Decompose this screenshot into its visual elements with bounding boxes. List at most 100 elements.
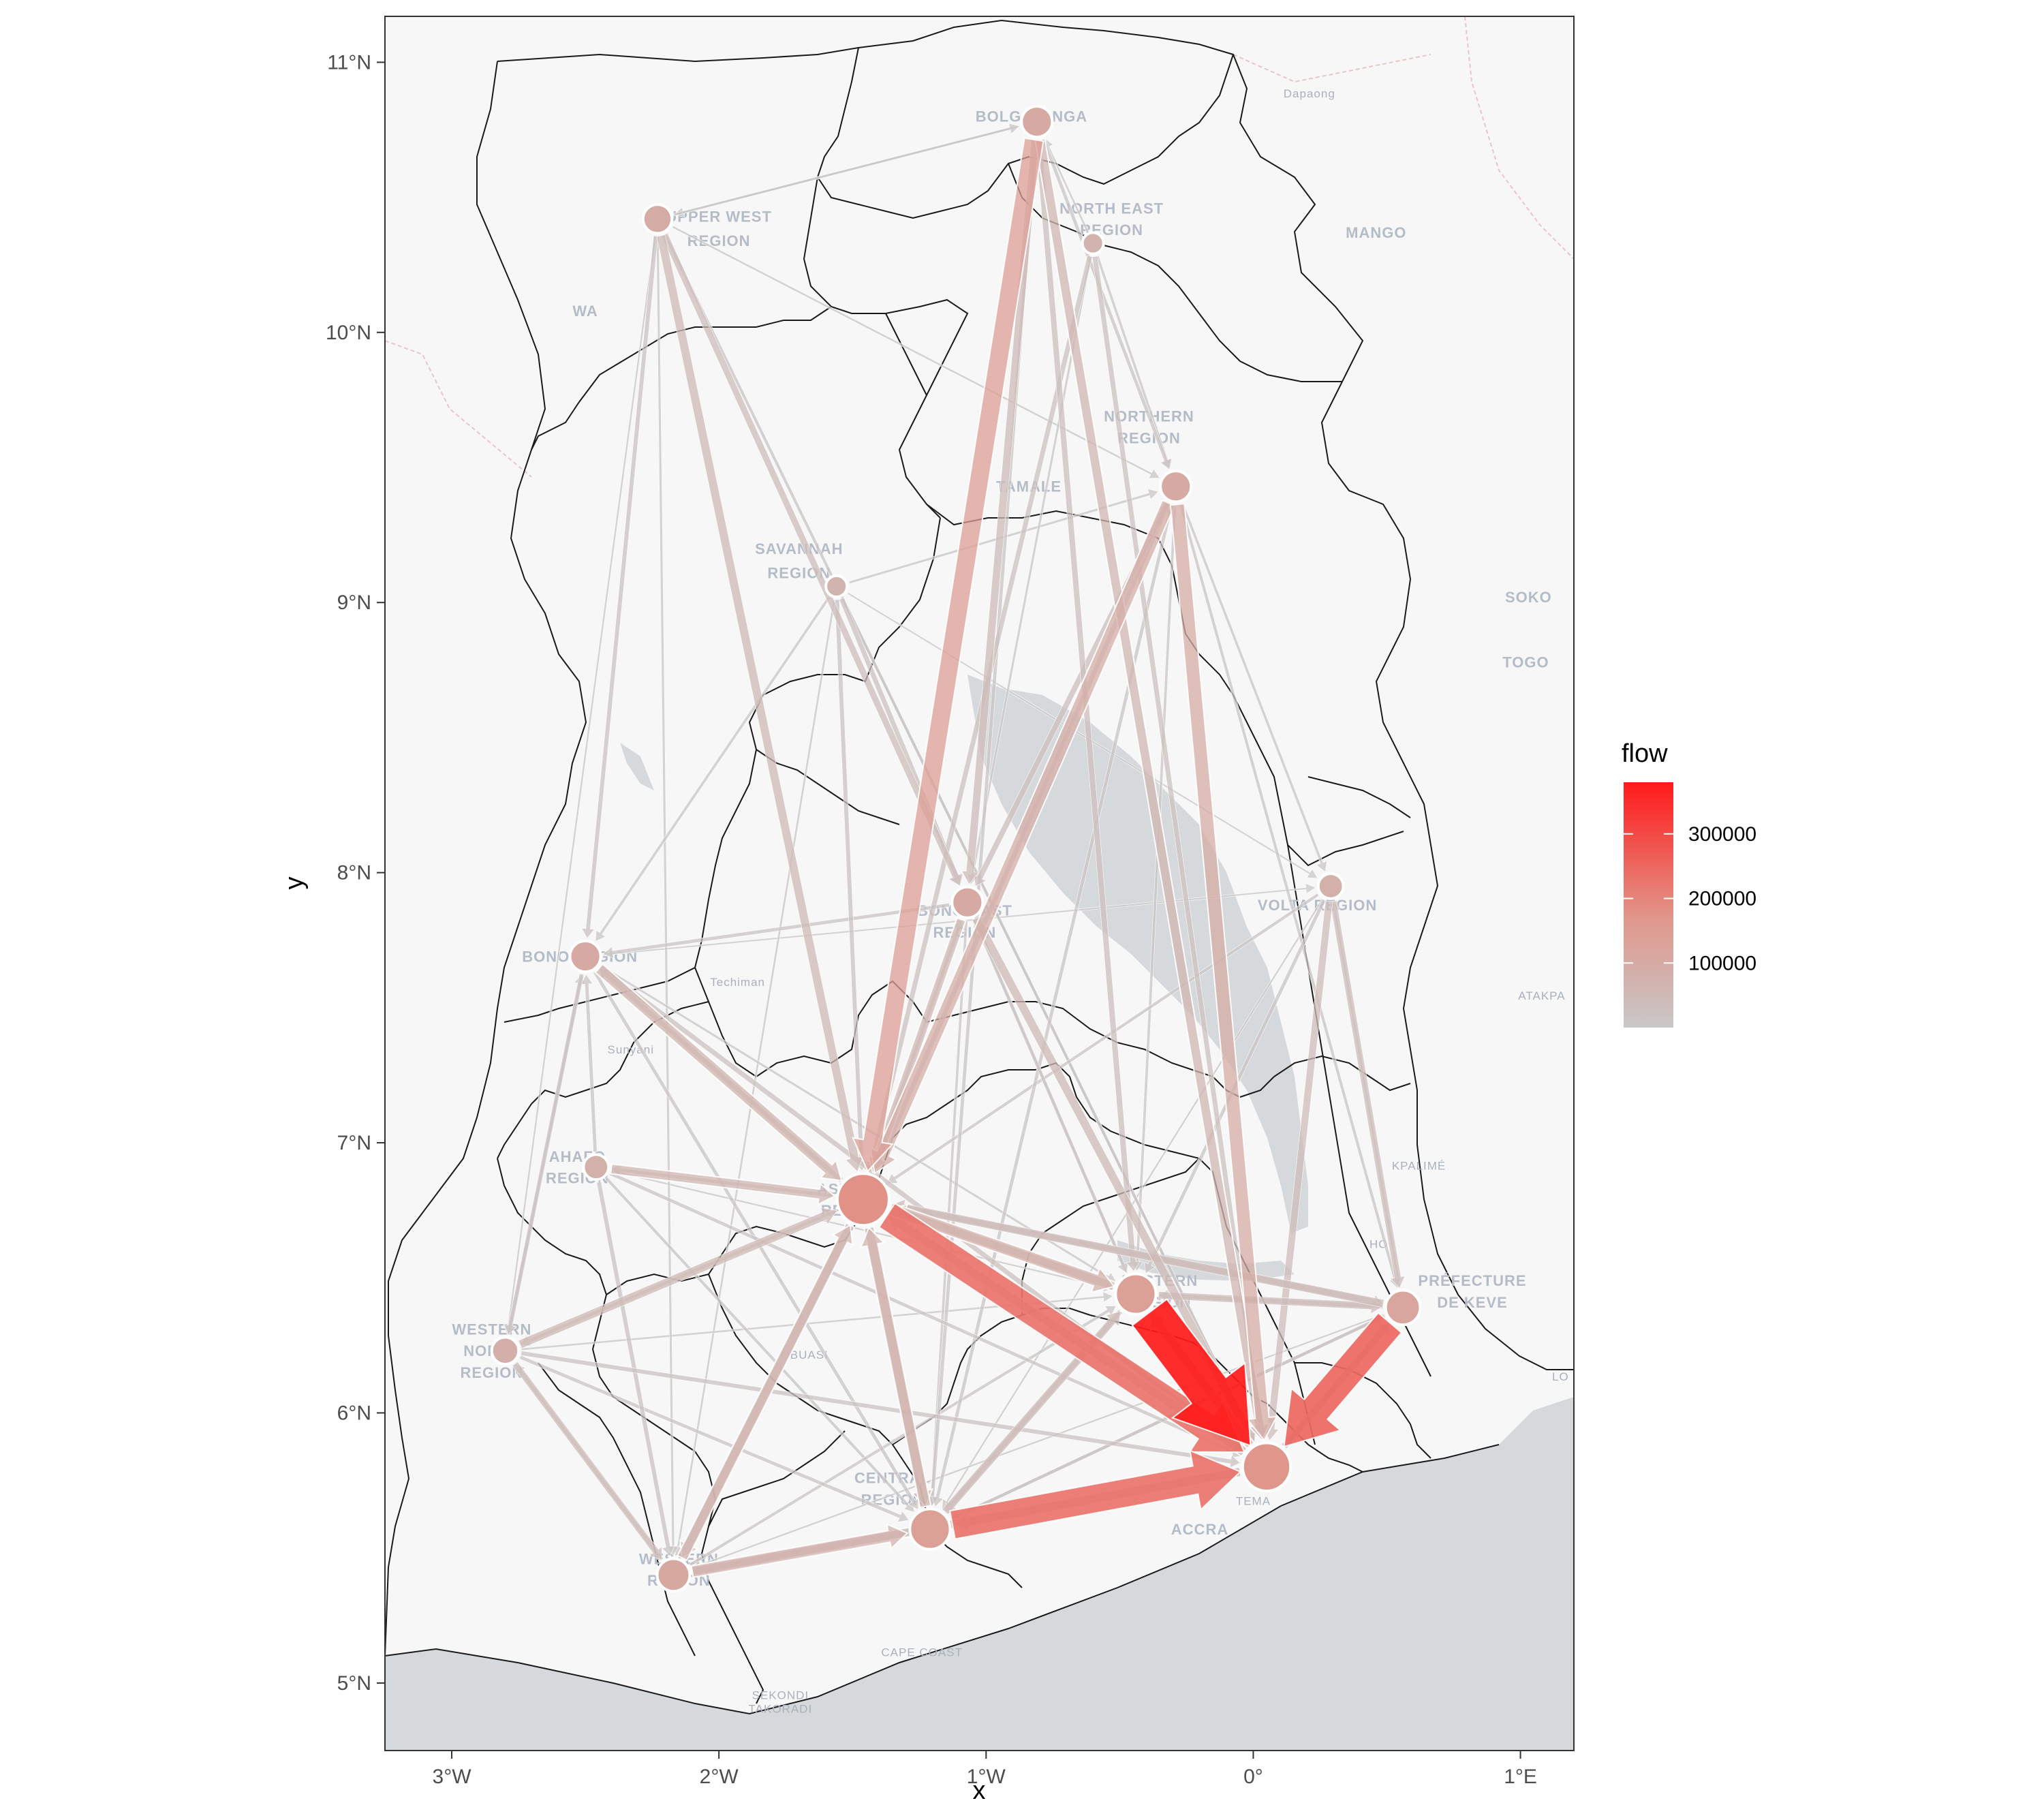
y-axis-title: y: [280, 877, 309, 890]
region-node: [1114, 1272, 1158, 1316]
basemap-place-label: PRÉFECTURE: [1418, 1272, 1526, 1289]
legend-ticks: 100000 200000 300000: [1624, 823, 1756, 974]
basemap-place-label: REGION: [687, 232, 751, 249]
flow-arrow: [594, 963, 843, 1182]
flow-arrow: [961, 139, 1040, 885]
basemap-place-label: KPALIMÉ: [1392, 1160, 1446, 1173]
legend-tick-label: 200000: [1688, 888, 1756, 910]
basemap-place-label: REGION: [1117, 429, 1181, 446]
flow-arrow: [521, 1351, 1241, 1468]
basemap-place-label: TEMA: [1236, 1494, 1271, 1507]
region-node: [568, 939, 602, 974]
flow-arrow: [595, 596, 831, 942]
legend-title: flow: [1622, 739, 1668, 768]
flow-arrow: [949, 1449, 1242, 1540]
basemap-place-label: ACCRA: [1171, 1521, 1228, 1538]
flow-arrow: [661, 232, 963, 887]
basemap-place-label: SEKONDI: [752, 1689, 809, 1702]
basemap-place-label: ATAKPA: [1518, 989, 1565, 1002]
x-axis: 3°W 2°W 1°W 0° 1°E: [433, 1751, 1537, 1788]
legend-colorbar: [1624, 782, 1673, 1028]
y-axis: 5°N 6°N 7°N 8°N 9°N 10°N 11°N: [326, 51, 385, 1695]
flow-arrow: [690, 1523, 909, 1578]
region-node: [1159, 469, 1193, 504]
legend-tick-label: 300000: [1688, 823, 1756, 846]
flow-arrow: [860, 1226, 932, 1509]
flow-arrow: [581, 235, 659, 939]
basemap-place-label: WESTERN: [452, 1321, 531, 1338]
flow-arrow: [672, 225, 1160, 479]
region-node: [1241, 1441, 1292, 1492]
flow-arrow: [942, 1310, 1121, 1515]
ghana-outline: [497, 19, 1574, 1370]
region-node: [1384, 1289, 1422, 1327]
flow-arrow: [1180, 502, 1327, 873]
legend: flow 100000 200000 300000: [1622, 739, 1756, 1028]
y-tick-label: 7°N: [337, 1132, 371, 1154]
y-tick-label: 6°N: [337, 1402, 371, 1424]
flow-arrow: [676, 1224, 854, 1562]
x-tick-label: 1°W: [967, 1766, 1006, 1788]
basemap-place-label: Dapaong: [1284, 87, 1335, 100]
region-node: [1020, 105, 1054, 139]
panel-border: [384, 16, 1575, 1751]
legend-tick-label: 100000: [1688, 952, 1756, 974]
basemap-place-label: WA: [572, 303, 598, 320]
basemap-place-label: Techiman: [710, 976, 765, 989]
basemap-place-label: REGION: [460, 1364, 523, 1381]
region-node: [824, 574, 849, 599]
region-node: [1081, 231, 1105, 256]
flow-arrow: [580, 974, 598, 1152]
x-tick-label: 0°: [1243, 1766, 1263, 1788]
y-tick-label: 11°N: [327, 51, 371, 74]
sea: [385, 1397, 1574, 1751]
x-tick-label: 1°E: [1504, 1766, 1537, 1788]
region-node: [950, 885, 985, 919]
region-node: [655, 1557, 692, 1593]
basemap-place-label: SOKO: [1505, 589, 1552, 606]
flow-arrow: [887, 1202, 1115, 1293]
flow-arrow: [1131, 1298, 1252, 1447]
flow-arrow: [972, 918, 1129, 1274]
flow-arrow: [603, 883, 1316, 956]
basemap-place-label: SAVANNAH: [755, 540, 843, 557]
flow-arrow: [518, 1355, 910, 1522]
region-node: [835, 1172, 891, 1227]
flow-arrow: [1283, 1312, 1403, 1448]
region-node: [641, 203, 674, 235]
flow-arrow: [852, 137, 1044, 1173]
flow-arrow: [673, 123, 1020, 217]
region-nodes: [490, 105, 1422, 1593]
region-node: [1316, 872, 1345, 900]
flow-arrow: [656, 234, 864, 1172]
flow-arrow: [602, 902, 950, 959]
x-tick-label: 3°W: [433, 1766, 472, 1788]
y-tick-label: 9°N: [337, 591, 371, 614]
flow-arrow: [504, 973, 585, 1336]
basemap-place-label: TAKORADI: [749, 1703, 813, 1716]
basemap-place-label: TOGO: [1502, 653, 1549, 671]
y-tick-label: 5°N: [337, 1672, 371, 1695]
neighbor-boundaries: [385, 16, 1574, 478]
region-node: [908, 1507, 952, 1551]
basemap-place-label: CAPE COAST: [881, 1646, 963, 1659]
basemap-place-label: MANGO: [1346, 224, 1406, 241]
x-axis-title: x: [973, 1776, 986, 1805]
y-tick-label: 10°N: [326, 322, 371, 344]
flow-arrow: [610, 1163, 837, 1206]
flow-arrows: [503, 123, 1406, 1578]
flow-arrow: [688, 1306, 1117, 1567]
basemap-place-label: LO: [1552, 1370, 1569, 1383]
flow-arrow: [521, 1291, 1114, 1351]
region-node: [582, 1153, 610, 1182]
basemap-place-label: DE KEVE: [1437, 1294, 1508, 1311]
flow-arrow: [1041, 138, 1172, 470]
y-tick-label: 8°N: [337, 862, 371, 884]
flow-arrow: [1329, 900, 1406, 1289]
flow-arrow: [1169, 503, 1278, 1442]
flow-arrow: [512, 1361, 663, 1560]
flow-arrow: [518, 1207, 837, 1349]
x-tick-label: 2°W: [700, 1766, 739, 1788]
